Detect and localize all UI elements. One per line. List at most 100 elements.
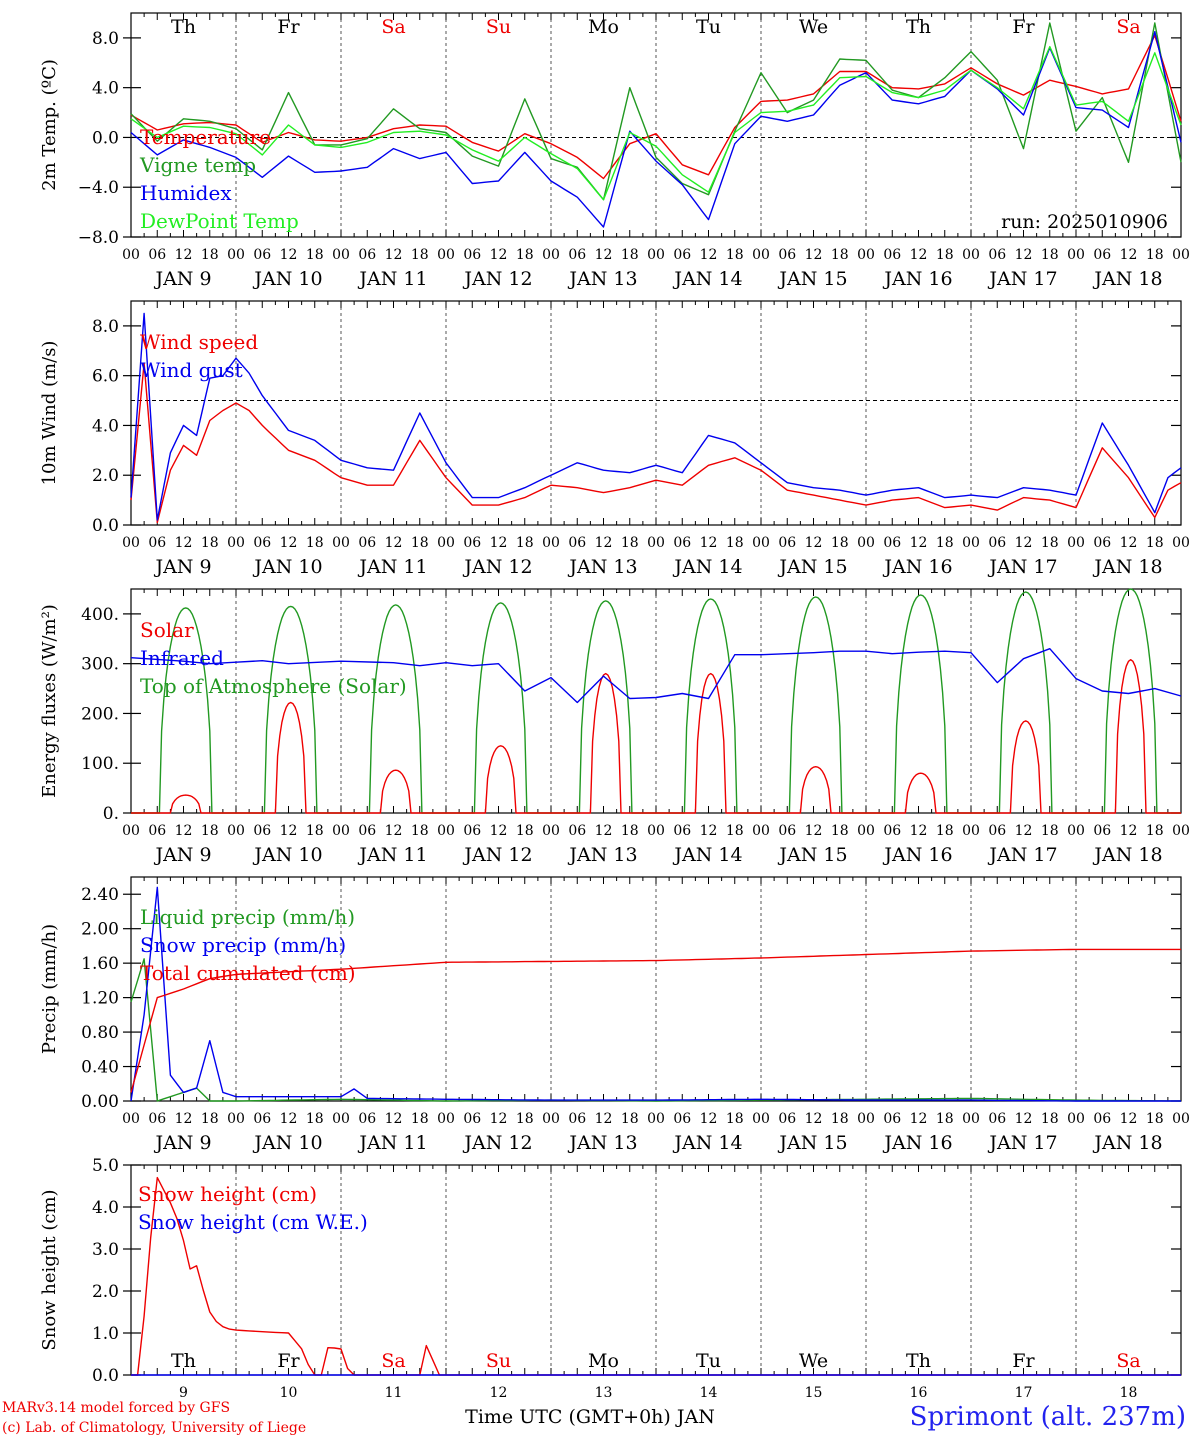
x-tick-label: 06 (148, 823, 166, 839)
plot-frame (130, 588, 1182, 814)
x-tick-label: 00 (1172, 247, 1190, 263)
x-tick-label: 00 (332, 823, 350, 839)
x-date-label: JAN 14 (672, 1132, 742, 1154)
x-date-label: JAN 10 (252, 556, 322, 578)
y-tick-label: 4.0 (92, 416, 119, 436)
x-tick-label: 18 (831, 823, 849, 839)
y-tick-label: 100. (81, 754, 119, 774)
x-tick-label: 06 (778, 823, 796, 839)
x-date-number: 9 (179, 1385, 188, 1401)
x-tick-label: 06 (358, 247, 376, 263)
x-date-label: JAN 14 (672, 556, 742, 578)
weekday-label: Th (906, 16, 931, 38)
weekday-label: Mo (588, 1350, 619, 1372)
x-tick-label: 06 (148, 247, 166, 263)
x-date-label: JAN 18 (1092, 556, 1162, 578)
x-tick-label: 06 (358, 1111, 376, 1127)
y-tick-label: 2.00 (81, 920, 119, 940)
x-tick-label: 18 (1146, 247, 1164, 263)
weekday-label: Fr (277, 1350, 300, 1372)
y-tick-label: 2.40 (81, 885, 119, 905)
x-tick-label: 06 (148, 1111, 166, 1127)
y-axis-label: Energy fluxes (W/m²) (39, 604, 60, 798)
x-tick-label: 12 (1120, 535, 1138, 551)
x-tick-label: 18 (936, 247, 954, 263)
x-tick-label: 06 (778, 1111, 796, 1127)
x-tick-label: 06 (358, 535, 376, 551)
x-tick-label: 00 (1067, 535, 1085, 551)
x-date-label: JAN 14 (672, 268, 742, 290)
weekday-label: Su (486, 16, 511, 38)
y-tick-label: 6.0 (92, 367, 119, 387)
x-tick-label: 00 (122, 247, 140, 263)
x-tick-label: 00 (857, 247, 875, 263)
run-annotation: run: 2025010906 (1001, 211, 1168, 233)
x-tick-label: 06 (1093, 247, 1111, 263)
x-date-label: JAN 11 (357, 556, 427, 578)
x-tick-label: 00 (542, 823, 560, 839)
x-tick-label: 12 (595, 247, 613, 263)
x-date-number: 16 (910, 1385, 928, 1401)
x-date-label: JAN 18 (1092, 844, 1162, 866)
x-tick-label: 00 (1067, 247, 1085, 263)
x-date-label: JAN 9 (153, 844, 211, 866)
x-tick-label: 06 (988, 1111, 1006, 1127)
x-date-label: JAN 9 (153, 1132, 211, 1154)
toa-solar-line (131, 588, 1181, 814)
x-tick-label: 12 (805, 535, 823, 551)
x-date-label: JAN 10 (252, 1132, 322, 1154)
weekday-label: Th (171, 1350, 196, 1372)
weekday-label: Fr (1012, 16, 1035, 38)
x-tick-label: 06 (883, 823, 901, 839)
x-tick-label: 12 (1120, 1111, 1138, 1127)
x-tick-label: 12 (595, 823, 613, 839)
x-date-label: JAN 15 (777, 556, 847, 578)
x-tick-label: 12 (700, 247, 718, 263)
y-axis-label: 10m Wind (m/s) (39, 341, 60, 486)
x-tick-label: 00 (542, 247, 560, 263)
x-date-label: JAN 17 (987, 844, 1057, 866)
x-date-label: JAN 13 (567, 268, 637, 290)
x-date-number: 15 (805, 1385, 823, 1401)
dewpoint-temp-line (130, 45, 1182, 201)
x-tick-label: 18 (621, 1111, 639, 1127)
x-tick-label: 06 (673, 823, 691, 839)
model-credit: MARv3.14 model forced by GFS (2, 1400, 231, 1416)
x-tick-label: 00 (227, 247, 245, 263)
x-date-label: JAN 12 (462, 844, 532, 866)
x-tick-label: 06 (568, 247, 586, 263)
y-tick-label: 0.40 (81, 1058, 119, 1078)
y-tick-label: 0.0 (92, 516, 119, 536)
y-tick-label: 0.0 (92, 128, 119, 148)
x-date-label: JAN 16 (882, 844, 952, 866)
x-date-label: JAN 9 (153, 268, 211, 290)
x-tick-label: 12 (805, 1111, 823, 1127)
legend-entry: Temperature (140, 125, 271, 149)
weekday-label: We (799, 1350, 828, 1372)
x-tick-label: 18 (516, 535, 534, 551)
x-tick-label: 18 (1041, 1111, 1059, 1127)
x-date-label: JAN 16 (882, 1132, 952, 1154)
x-date-label: JAN 17 (987, 1132, 1057, 1154)
legend-entry: Solar (140, 618, 194, 642)
x-date-label: JAN 18 (1092, 268, 1162, 290)
x-tick-label: 06 (778, 247, 796, 263)
weekday-label: Sa (1116, 16, 1140, 38)
x-tick-label: 12 (700, 535, 718, 551)
x-tick-label: 18 (516, 247, 534, 263)
x-tick-label: 18 (411, 823, 429, 839)
x-tick-label: 00 (1172, 823, 1190, 839)
x-tick-label: 06 (253, 247, 271, 263)
x-tick-label: 18 (411, 247, 429, 263)
y-tick-label: 2.0 (92, 1282, 119, 1302)
x-tick-label: 18 (306, 1111, 324, 1127)
x-date-label: JAN 18 (1092, 1132, 1162, 1154)
x-tick-label: 00 (752, 823, 770, 839)
wind-gust-line (130, 312, 1182, 521)
x-tick-label: 06 (673, 1111, 691, 1127)
y-tick-label: 8.0 (92, 317, 119, 337)
x-date-label: JAN 13 (567, 1132, 637, 1154)
x-tick-label: 06 (253, 823, 271, 839)
y-axis-label: 2m Temp. (ºC) (39, 59, 60, 191)
x-tick-label: 06 (148, 535, 166, 551)
